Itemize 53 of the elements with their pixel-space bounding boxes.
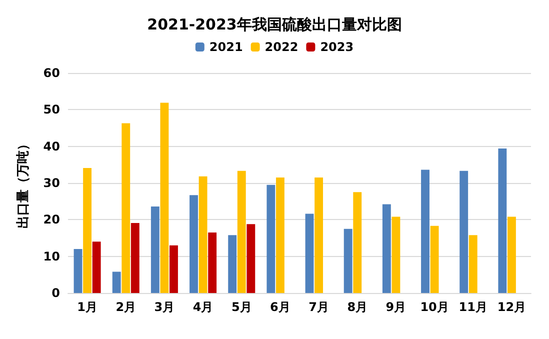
bar: [237, 170, 246, 293]
x-tick-label: 1月: [77, 300, 98, 314]
x-tick-label: 8月: [347, 300, 368, 314]
y-axis-title: 出口量（万吨）: [16, 138, 31, 228]
bar: [92, 242, 101, 293]
legend-label: 2021: [209, 40, 243, 54]
bar: [130, 222, 140, 293]
bar: [276, 178, 284, 293]
bar: [266, 184, 276, 293]
chart-title: 2021-2023年我国硫酸出口量对比图: [147, 16, 402, 34]
x-tick-label: 6月: [270, 300, 290, 314]
y-tick-label: 20: [43, 212, 60, 227]
bar: [150, 206, 160, 293]
y-tick-label: 0: [52, 286, 60, 300]
bar: [83, 168, 92, 293]
bar: [228, 235, 237, 293]
y-tick-label: 50: [43, 102, 60, 117]
x-tick-label: 2月: [116, 300, 136, 314]
bar: [122, 123, 130, 293]
x-tick-label: 7月: [308, 300, 329, 314]
bar: [305, 214, 314, 293]
y-tick-label: 40: [43, 139, 60, 154]
y-tick-label: 60: [43, 66, 60, 80]
y-tick-label: 10: [43, 249, 60, 264]
x-tick-label: 3月: [154, 300, 175, 314]
bar: [208, 232, 217, 293]
bar: [112, 272, 121, 293]
legend-label: 2022: [264, 40, 298, 54]
bar: [160, 102, 169, 293]
bar: [430, 226, 439, 293]
bar: [190, 195, 198, 293]
x-tick-label: 10月: [420, 300, 449, 314]
bar: [344, 228, 352, 293]
bar: [74, 249, 82, 293]
y-tick-label: 30: [43, 176, 60, 190]
x-tick-label: 9月: [386, 300, 406, 314]
bar: [198, 176, 208, 293]
bar: [468, 235, 478, 293]
bar: [498, 148, 507, 293]
bar: [314, 178, 324, 293]
x-tick-label: 11月: [458, 300, 488, 314]
x-tick-label: 12月: [497, 300, 526, 314]
bar: [353, 192, 362, 293]
bar: [246, 224, 256, 293]
x-tick-label: 4月: [192, 300, 214, 314]
legend-label: 2023: [320, 40, 354, 54]
bar: [170, 245, 178, 293]
bar: [460, 170, 468, 293]
x-tick-label: 5月: [231, 300, 252, 314]
bar: [392, 216, 400, 293]
bar: [382, 204, 391, 293]
bar: [507, 216, 516, 293]
bar: [421, 170, 430, 293]
